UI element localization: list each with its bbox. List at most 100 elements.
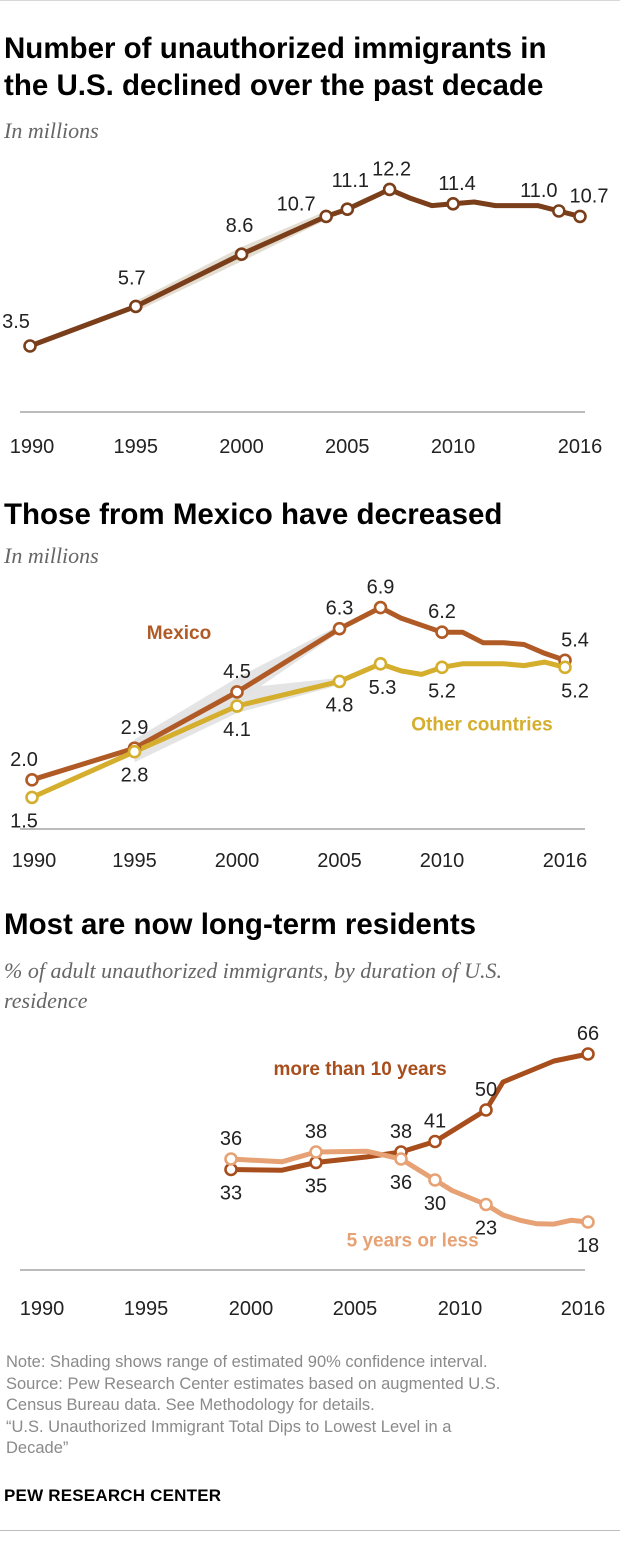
data-label: 5.3 [369, 677, 397, 699]
chart3-title: Most are now long-term residents [4, 906, 476, 943]
data-label: 11.0 [520, 180, 557, 202]
data-label: 30 [424, 1193, 446, 1215]
data-point-short [479, 1197, 493, 1212]
data-label: 41 [424, 1111, 446, 1133]
series-label-long: more than 10 years [274, 1059, 447, 1080]
data-label: 3.5 [2, 311, 30, 333]
data-point-total [234, 247, 249, 261]
series-label-mexico: Mexico [147, 623, 211, 644]
chart2-title: Those from Mexico have decreased [4, 496, 502, 533]
top-rule [0, 0, 620, 1]
confidence-band-other [134, 677, 340, 763]
x-tick-label: 2016 [561, 1298, 606, 1320]
chart3-subtitle-line-1: % of adult unauthorized immigrants, by d… [4, 958, 503, 983]
x-tick-label: 1995 [112, 850, 157, 872]
data-point-long [581, 1047, 595, 1061]
chart2-subtitle: In millions [4, 543, 99, 568]
x-tick-label: 1990 [10, 436, 55, 458]
data-point-mexico [332, 621, 347, 636]
chart3-plot: 1990 1995 2000 2005 2010 2016 36 38 38 41 50 66 33 35… [20, 1023, 606, 1320]
data-label: 4.8 [326, 694, 354, 716]
footnote: Note: Shading shows range of estimated 9… [6, 1352, 616, 1460]
data-label: 36 [390, 1172, 412, 1194]
data-point-short [428, 1173, 442, 1187]
data-label: 10.7 [570, 185, 609, 207]
x-tick-label: 2005 [317, 850, 362, 872]
x-tick-label: 1995 [124, 1298, 169, 1320]
x-tick-label: 1990 [12, 850, 57, 872]
chart3-subtitle-line-2: residence [4, 988, 88, 1013]
data-label: 4.5 [223, 661, 251, 683]
footnote-line-4: “U.S. Unauthorized Immigrant Total Dips … [6, 1417, 452, 1436]
chart1-subtitle: In millions [4, 118, 99, 143]
data-label: 6.9 [367, 577, 395, 599]
series-label-other: Other countries [411, 715, 552, 736]
x-tick-label: 1995 [114, 436, 159, 458]
x-tick-label: 2005 [325, 436, 370, 458]
data-point-mexico [435, 625, 449, 639]
x-tick-label: 2010 [431, 436, 476, 458]
chart3-subtitle: % of adult unauthorized immigrants, by d… [4, 956, 502, 1016]
data-label: 11.4 [438, 173, 475, 195]
chart2-plot: 1990 1995 2000 2005 2010 2016 2.0 2.9 4.5 6.3 6.9 6… [10, 577, 589, 872]
data-label: 2.0 [10, 749, 38, 771]
data-label: 2.9 [121, 717, 149, 739]
data-label: 6.3 [326, 598, 354, 620]
data-point-mexico [230, 685, 244, 699]
data-point-short [394, 1152, 408, 1166]
data-label: 35 [305, 1176, 327, 1198]
data-point-other [127, 744, 142, 759]
data-label: 38 [390, 1121, 412, 1143]
chart2-title-line-1: Those from Mexico have decreased [4, 498, 503, 531]
data-label: 6.2 [428, 601, 456, 623]
data-label: 38 [305, 1121, 327, 1143]
series-line-mexico [29, 605, 568, 783]
x-tick-label: 2000 [229, 1298, 274, 1320]
data-label: 33 [220, 1183, 242, 1205]
data-point-mexico [373, 600, 388, 615]
bottom-rule [0, 1530, 620, 1531]
data-label: 1.5 [10, 810, 38, 832]
series-line-total [27, 186, 583, 349]
data-label: 4.1 [223, 719, 251, 741]
chart1-plot: 1990 1995 2000 2005 2010 2016 3.5 5.7 8.6 10.7 11.… [2, 158, 609, 458]
data-label: 10.7 [277, 193, 316, 215]
data-point-other [230, 699, 244, 713]
x-tick-label: 2016 [543, 850, 588, 872]
data-point-total [23, 339, 37, 353]
x-tick-label: 2010 [438, 1298, 483, 1320]
data-label: 8.6 [226, 215, 254, 237]
brand-label: PEW RESEARCH CENTER [4, 1486, 222, 1505]
series-line-short [228, 1148, 591, 1227]
data-label: 66 [577, 1023, 599, 1045]
data-label: 18 [577, 1235, 599, 1257]
data-point-other [435, 660, 449, 675]
data-point-short [224, 1152, 238, 1166]
footnote-line-2: Source: Pew Research Center estimates ba… [6, 1374, 501, 1393]
x-tick-label: 2016 [558, 436, 603, 458]
data-label: 36 [220, 1128, 242, 1150]
x-tick-label: 2005 [333, 1298, 378, 1320]
data-point-long [479, 1103, 493, 1117]
data-point-mexico [25, 773, 39, 787]
data-point-total [552, 204, 566, 218]
data-label: 5.2 [561, 680, 589, 702]
series-line-other [29, 659, 568, 800]
data-point-other [373, 657, 388, 671]
data-point-total [128, 299, 143, 314]
data-point-other [558, 660, 572, 675]
data-point-total [319, 209, 333, 224]
x-tick-label: 2000 [219, 436, 264, 458]
data-point-total [340, 202, 355, 217]
data-point-other [332, 674, 347, 689]
x-tick-label: 2010 [420, 850, 465, 872]
x-tick-label: 2000 [215, 850, 260, 872]
data-point-other [25, 790, 39, 805]
data-label: 5.7 [118, 267, 146, 289]
data-point-total [382, 182, 397, 197]
data-label: 11.1 [332, 170, 369, 192]
chart1-title: Number of unauthorized immigrants in the… [4, 30, 547, 104]
data-label: 2.8 [121, 765, 149, 787]
chart1-title-line-2: the U.S. declined over the past decade [4, 69, 544, 102]
data-point-short [581, 1215, 595, 1229]
